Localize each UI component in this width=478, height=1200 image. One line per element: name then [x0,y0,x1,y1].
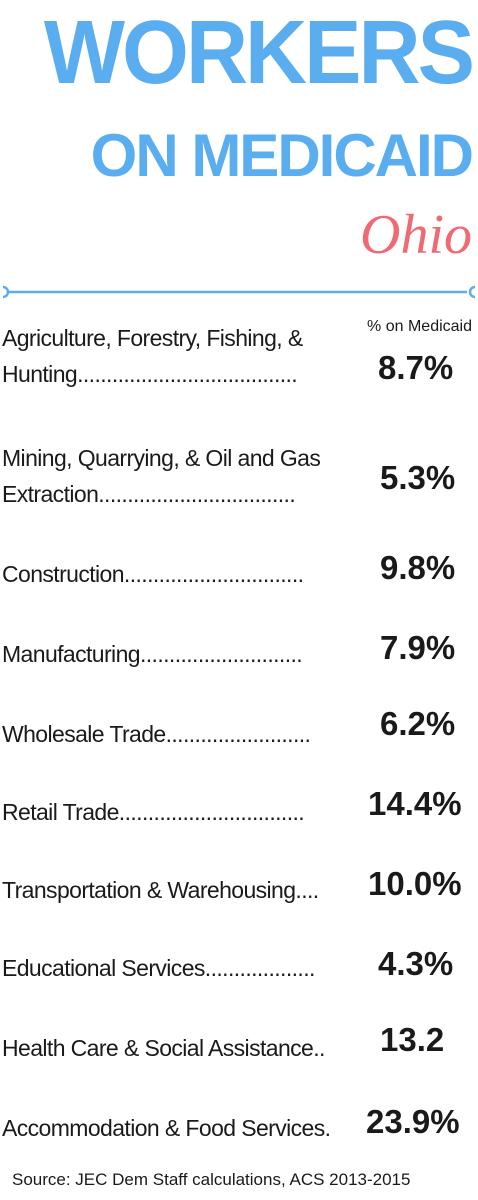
medicaid-percent-value: 8.7% [378,349,454,386]
industry-label-line: Extraction..............................… [2,481,296,507]
medicaid-percent-value: 13.2 [380,1021,445,1058]
industry-label-line: Mining, Quarrying, & Oil and Gas [2,445,321,471]
medicaid-percent-value: 14.4% [368,785,462,822]
industry-label-line: Retail Trade............................… [2,799,305,825]
title-on-medicaid: ON MEDICAID [90,122,474,189]
industry-label: Wholesale Trade......................... [2,716,364,752]
industry-label-line: Transportation & Warehousing.... [2,877,319,903]
industry-label: Agriculture, Forestry, Fishing, & Hunting… [2,320,364,392]
industry-label-line: Wholesale Trade......................... [2,721,311,747]
medicaid-percent-value: 7.9% [380,629,456,666]
industry-label: Educational Services................... [2,950,364,986]
source-note: Source: JEC Dem Staff calculations, ACS … [12,1170,411,1189]
industry-label-line: Construction............................… [2,561,304,587]
industry-label: Health Care & Social Assistance.. [2,1030,364,1066]
industry-label-line: Health Care & Social Assistance.. [2,1035,325,1061]
medicaid-percent-value: 23.9% [366,1103,460,1140]
industry-label: Construction............................… [2,556,364,592]
medicaid-percent-value: 9.8% [380,549,456,586]
medicaid-percent-value: 5.3% [380,459,456,496]
medicaid-percent-value: 10.0% [368,865,462,902]
title-workers: WORKERS [43,2,475,103]
medicaid-percent-value: 6.2% [380,705,456,742]
divider-right-cap [468,285,476,299]
industry-label-line: Hunting.................................… [2,361,298,387]
industry-label: Transportation & Warehousing.... [2,872,364,908]
column-header: % on Medicaid [367,318,472,335]
state-name: Ohio [360,204,472,266]
industry-label-line: Agriculture, Forestry, Fishing, & [2,325,303,351]
industry-label: Mining, Quarrying, & Oil and Gas Extracti… [2,440,364,512]
industry-label-line: Educational Services................... [2,955,315,981]
industry-label: Manufacturing...........................… [2,636,364,672]
industry-label: Accommodation & Food Services. [2,1110,364,1146]
industry-label-line: Manufacturing...........................… [2,641,303,667]
industry-label-line: Accommodation & Food Services. [2,1115,331,1141]
medicaid-percent-value: 4.3% [378,945,454,982]
industry-label: Retail Trade............................… [2,794,364,830]
divider-line [2,285,476,299]
divider-left-cap [2,285,10,299]
